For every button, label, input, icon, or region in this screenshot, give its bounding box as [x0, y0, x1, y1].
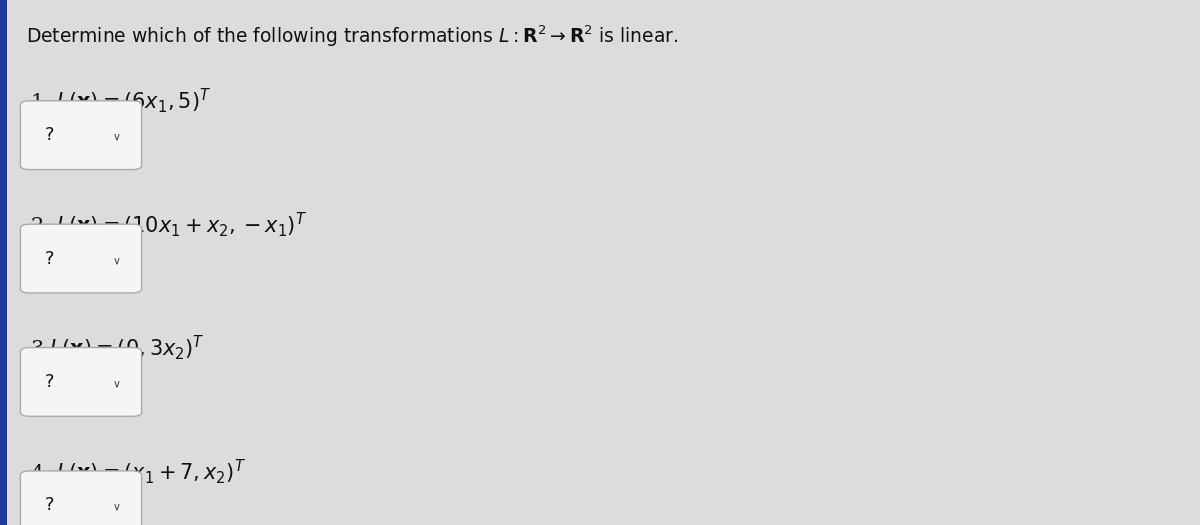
Text: ?: ?: [44, 496, 54, 514]
Text: Determine which of the following transformations $L : \mathbf{R}^2 \rightarrow \: Determine which of the following transfo…: [26, 24, 679, 49]
FancyBboxPatch shape: [20, 101, 142, 170]
Text: 2. $L(\mathbf{x}) = (10x_1 + x_2, -x_1)^T$: 2. $L(\mathbf{x}) = (10x_1 + x_2, -x_1)^…: [30, 210, 307, 239]
Text: ?: ?: [44, 249, 54, 268]
FancyBboxPatch shape: [20, 224, 142, 293]
Text: ∧: ∧: [110, 500, 118, 510]
Text: ∧: ∧: [110, 130, 118, 140]
FancyBboxPatch shape: [20, 348, 142, 416]
FancyBboxPatch shape: [20, 471, 142, 525]
Text: 4. $L(\mathbf{x}) = (x_1 + 7, x_2)^T$: 4. $L(\mathbf{x}) = (x_1 + 7, x_2)^T$: [30, 457, 246, 486]
Text: 3.$L(\mathbf{x}) = (0, 3x_2)^T$: 3.$L(\mathbf{x}) = (0, 3x_2)^T$: [30, 333, 205, 362]
Text: ∧: ∧: [110, 254, 118, 264]
Text: ?: ?: [44, 126, 54, 144]
Text: 1. $L(\mathbf{x}) = (6x_1, 5)^T$: 1. $L(\mathbf{x}) = (6x_1, 5)^T$: [30, 87, 211, 116]
Text: ?: ?: [44, 373, 54, 391]
Text: ∧: ∧: [110, 377, 118, 387]
